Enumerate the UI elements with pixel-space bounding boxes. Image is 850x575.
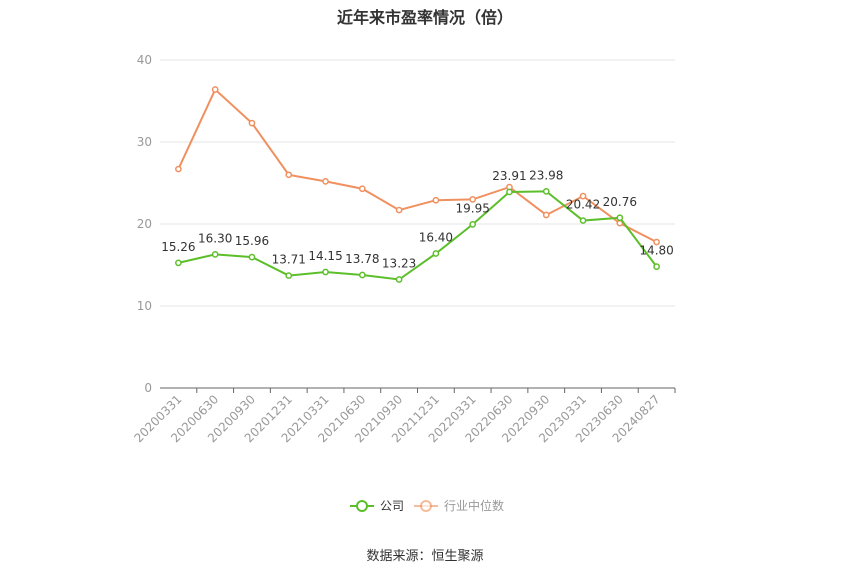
data-point <box>395 206 403 214</box>
data-point <box>175 259 182 267</box>
data-point <box>358 185 366 193</box>
data-point <box>616 214 624 222</box>
data-label: 15.26 <box>161 240 195 254</box>
data-point <box>211 250 219 258</box>
legend-marker <box>420 500 432 512</box>
data-point <box>653 238 660 246</box>
data-label: 13.78 <box>345 252 379 266</box>
data-point <box>322 178 329 185</box>
data-label: 19.95 <box>455 201 489 215</box>
data-label: 14.80 <box>639 244 673 258</box>
data-label: 16.40 <box>419 231 453 245</box>
y-tick-label: 40 <box>137 53 152 67</box>
series-line-1 <box>177 87 658 243</box>
data-label: 20.42 <box>566 198 600 212</box>
data-point <box>211 86 219 93</box>
data-point <box>432 250 440 257</box>
data-point <box>542 211 550 219</box>
source-note: 数据来源：恒生聚源 <box>366 549 484 564</box>
data-label: 14.15 <box>308 249 342 263</box>
data-point <box>653 263 660 270</box>
data-point <box>579 192 587 200</box>
chart-title: 近年来市盈率情况（倍） <box>336 8 513 27</box>
data-point <box>432 196 440 204</box>
data-label: 13.71 <box>272 253 306 267</box>
data-point <box>506 188 513 196</box>
data-point <box>248 119 256 127</box>
data-point <box>358 271 366 279</box>
y-tick-label: 20 <box>137 217 152 231</box>
legend-marker <box>356 500 368 512</box>
data-label: 13.23 <box>382 257 416 271</box>
data-point <box>285 272 293 279</box>
legend-label: 行业中位数 <box>444 498 504 513</box>
data-label: 16.30 <box>198 231 232 245</box>
data-point <box>285 171 293 179</box>
data-label: 15.96 <box>235 234 269 248</box>
data-point <box>579 217 587 224</box>
y-tick-label: 0 <box>144 381 152 395</box>
y-tick-label: 30 <box>137 135 152 149</box>
data-label: 23.98 <box>529 168 563 182</box>
data-point <box>542 188 550 195</box>
legend-label: 公司 <box>380 499 404 513</box>
series-line-0 <box>178 190 658 281</box>
data-point <box>175 165 182 173</box>
data-label: 20.76 <box>603 195 637 209</box>
y-tick-label: 10 <box>137 299 152 313</box>
data-point <box>469 221 477 228</box>
data-point <box>395 276 403 283</box>
data-point <box>469 196 477 203</box>
data-point <box>248 253 256 261</box>
data-label: 23.91 <box>492 169 526 183</box>
data-point <box>322 268 329 276</box>
